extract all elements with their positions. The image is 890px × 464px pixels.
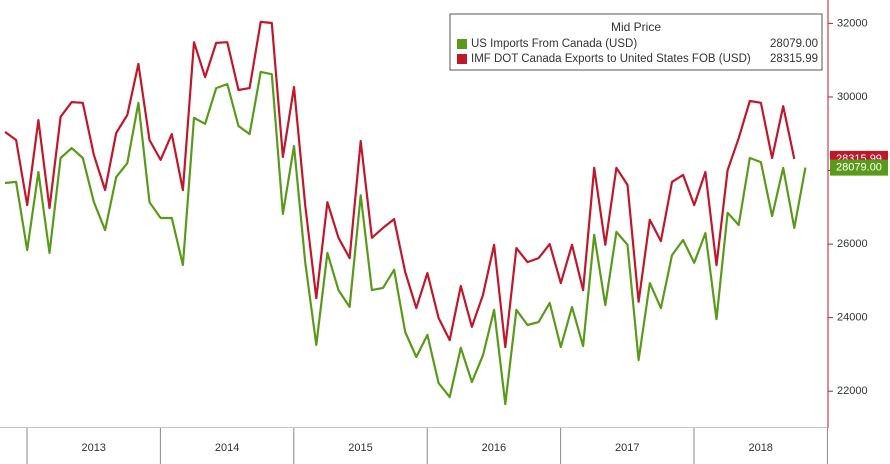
y-tick-label: 24000 <box>837 312 868 324</box>
x-tick-label: 2016 <box>482 442 506 454</box>
legend-title: Mid Price <box>611 20 661 34</box>
legend-value: 28079.00 <box>770 38 818 50</box>
legend-swatch <box>457 54 467 64</box>
x-tick-label: 2014 <box>215 442 239 454</box>
legend-label: US Imports From Canada (USD) <box>471 38 637 50</box>
legend-label: IMF DOT Canada Exports to United States … <box>471 53 751 65</box>
y-tick-label: 26000 <box>837 238 868 250</box>
x-tick-label: 2015 <box>348 442 372 454</box>
x-tick-label: 2013 <box>81 442 105 454</box>
y-tick-label: 22000 <box>837 385 868 397</box>
legend-swatch <box>457 39 467 49</box>
series-line <box>4 70 807 406</box>
y-tick-label: 30000 <box>837 91 868 103</box>
legend-box <box>449 13 823 71</box>
last-value-text: 28079.00 <box>836 162 882 174</box>
legend-value: 28315.99 <box>770 53 818 65</box>
y-tick-label: 32000 <box>837 17 868 29</box>
x-axis-band <box>0 428 828 464</box>
x-tick-label: 2017 <box>615 442 639 454</box>
last-value-tag <box>830 159 888 176</box>
legend: Mid Price US Imports From Canada (USD) 28… <box>449 13 823 71</box>
series-line <box>4 20 796 349</box>
x-tick-label: 2018 <box>748 442 772 454</box>
